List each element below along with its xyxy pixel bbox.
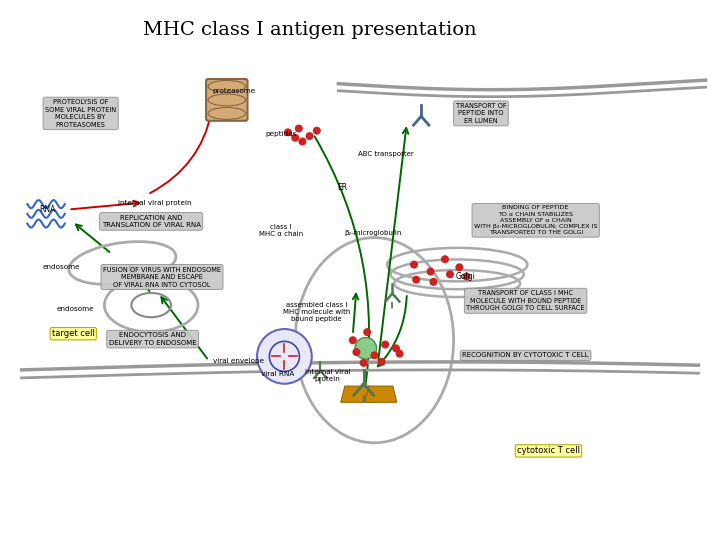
- Text: TRANSPORT OF CLASS I MHC
MOLECULE WITH BOUND PEPTIDE
THROUGH GOLGI TO CELL SURFA: TRANSPORT OF CLASS I MHC MOLECULE WITH B…: [467, 291, 585, 311]
- Circle shape: [446, 271, 454, 278]
- Circle shape: [377, 358, 386, 366]
- Text: TRANSPORT OF
PEPTIDE INTO
ER LUMEN: TRANSPORT OF PEPTIDE INTO ER LUMEN: [456, 103, 506, 124]
- Text: BINDING OF PEPTIDE
TO α CHAIN STABILIZES
ASSEMBLY OF α CHAIN
WITH β₂-MICROGLOBUL: BINDING OF PEPTIDE TO α CHAIN STABILIZES…: [474, 205, 598, 235]
- Circle shape: [348, 336, 357, 344]
- Text: RECOGNITION BY CYTOTOXIC T CELL: RECOGNITION BY CYTOTOXIC T CELL: [462, 352, 589, 359]
- Circle shape: [395, 350, 404, 357]
- Text: FUSION OF VIRUS WITH ENDOSOME
MEMBRANE AND ESCAPE
OF VIRAL RNA INTO CYTOSOL: FUSION OF VIRUS WITH ENDOSOME MEMBRANE A…: [103, 267, 221, 287]
- Circle shape: [412, 276, 420, 284]
- FancyBboxPatch shape: [206, 79, 248, 121]
- Circle shape: [359, 359, 368, 367]
- Text: viral RNA: viral RNA: [261, 370, 294, 377]
- Circle shape: [284, 129, 292, 136]
- Circle shape: [441, 255, 449, 263]
- Text: viral envelope: viral envelope: [213, 357, 265, 364]
- Text: RNA: RNA: [40, 205, 55, 214]
- Circle shape: [392, 345, 400, 352]
- Circle shape: [298, 138, 307, 145]
- Text: REPLICATION AND
TRANSLATION OF VIRAL RNA: REPLICATION AND TRANSLATION OF VIRAL RNA: [102, 214, 201, 228]
- Text: ABC transporter: ABC transporter: [358, 151, 414, 157]
- Circle shape: [294, 125, 303, 132]
- Circle shape: [370, 352, 379, 359]
- Circle shape: [410, 261, 418, 268]
- Text: peptidas: peptidas: [265, 131, 297, 137]
- Text: endosome: endosome: [42, 264, 80, 271]
- Polygon shape: [365, 386, 397, 402]
- Text: internal viral
protein: internal viral protein: [305, 369, 351, 382]
- Circle shape: [305, 132, 314, 140]
- Circle shape: [257, 329, 312, 384]
- Circle shape: [462, 273, 471, 280]
- Text: cytotoxic T cell: cytotoxic T cell: [517, 447, 580, 455]
- Text: MHC class I antigen presentation: MHC class I antigen presentation: [143, 21, 477, 39]
- Circle shape: [352, 348, 361, 356]
- Circle shape: [429, 278, 438, 286]
- Text: β₂-microglobulin: β₂-microglobulin: [344, 230, 402, 237]
- Ellipse shape: [355, 338, 377, 359]
- Text: ENDOCYTOSIS AND
DELIVERY TO ENDOSOME: ENDOCYTOSIS AND DELIVERY TO ENDOSOME: [109, 332, 197, 346]
- Circle shape: [312, 127, 321, 134]
- Text: Golgi: Golgi: [456, 272, 476, 281]
- Circle shape: [455, 264, 464, 271]
- Circle shape: [363, 328, 372, 336]
- Circle shape: [291, 134, 300, 141]
- Text: proteasome: proteasome: [212, 87, 256, 94]
- Text: target cell: target cell: [52, 329, 95, 338]
- Text: ER: ER: [338, 184, 348, 192]
- Polygon shape: [341, 386, 373, 402]
- Text: assembled class I
MHC molecule with
bound peptide: assembled class I MHC molecule with boun…: [283, 302, 351, 322]
- Circle shape: [381, 341, 390, 348]
- Circle shape: [426, 268, 435, 275]
- Text: internal viral protein: internal viral protein: [118, 199, 192, 206]
- Text: class I
MHC α chain: class I MHC α chain: [258, 224, 303, 237]
- Text: PROTEOLYSIS OF
SOME VIRAL PROTEIN
MOLECULES BY
PROTEASOMES: PROTEOLYSIS OF SOME VIRAL PROTEIN MOLECU…: [45, 99, 116, 127]
- Text: endosome: endosome: [57, 306, 94, 313]
